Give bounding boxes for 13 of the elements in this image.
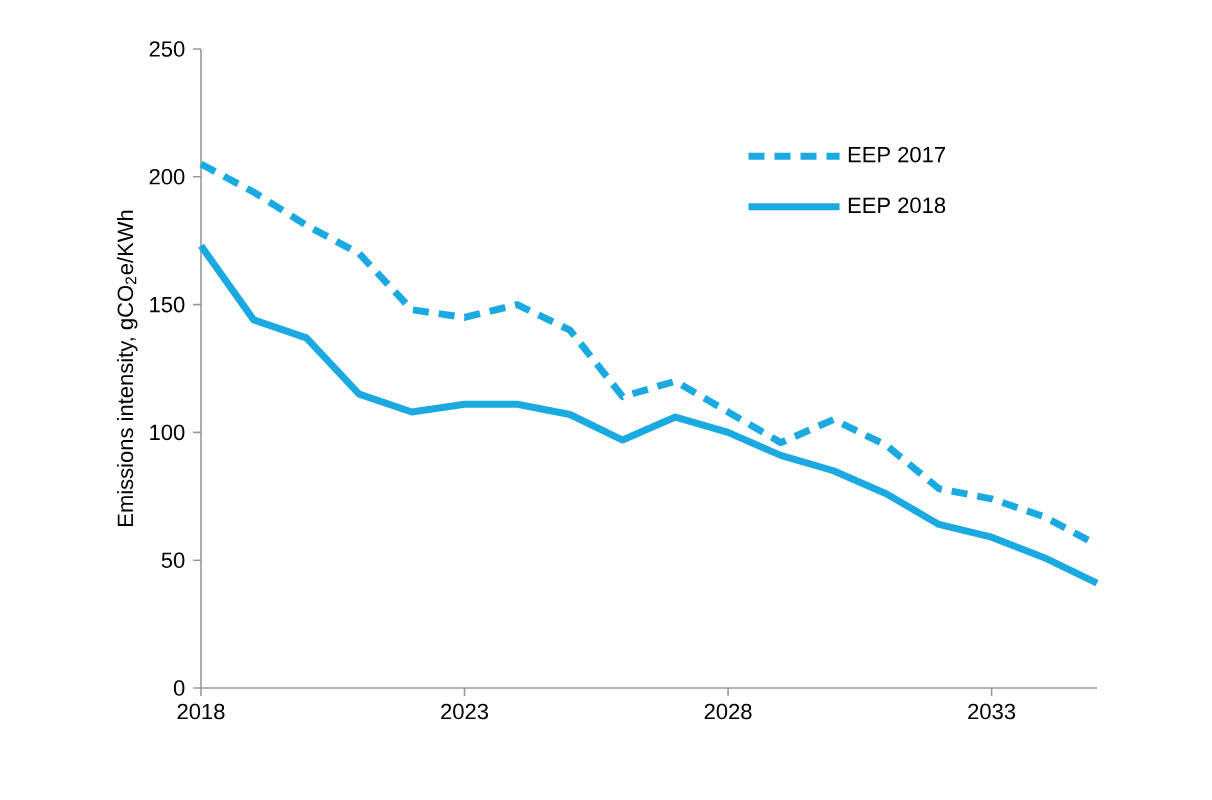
y-tick-label: 0 <box>173 680 185 696</box>
y-tick-label: 150 <box>150 296 185 313</box>
y-tick-label: 250 <box>149 41 185 57</box>
legend-label: EEP 2017 <box>848 146 945 163</box>
y-tick-label: 100 <box>150 424 185 441</box>
y-tick-label: 50 <box>161 552 185 568</box>
legend-label: EEP 2018 <box>848 197 946 214</box>
x-tick-label: 2028 <box>704 703 752 720</box>
y-tick-label: 200 <box>149 169 185 185</box>
y-axis-title: Emissions intensity, gCO$_{2}$e/KWh <box>117 210 138 526</box>
x-tick-label: 2033 <box>968 703 1016 720</box>
x-tick-label: 2018 <box>177 703 225 720</box>
x-tick-label: 2023 <box>441 703 489 720</box>
